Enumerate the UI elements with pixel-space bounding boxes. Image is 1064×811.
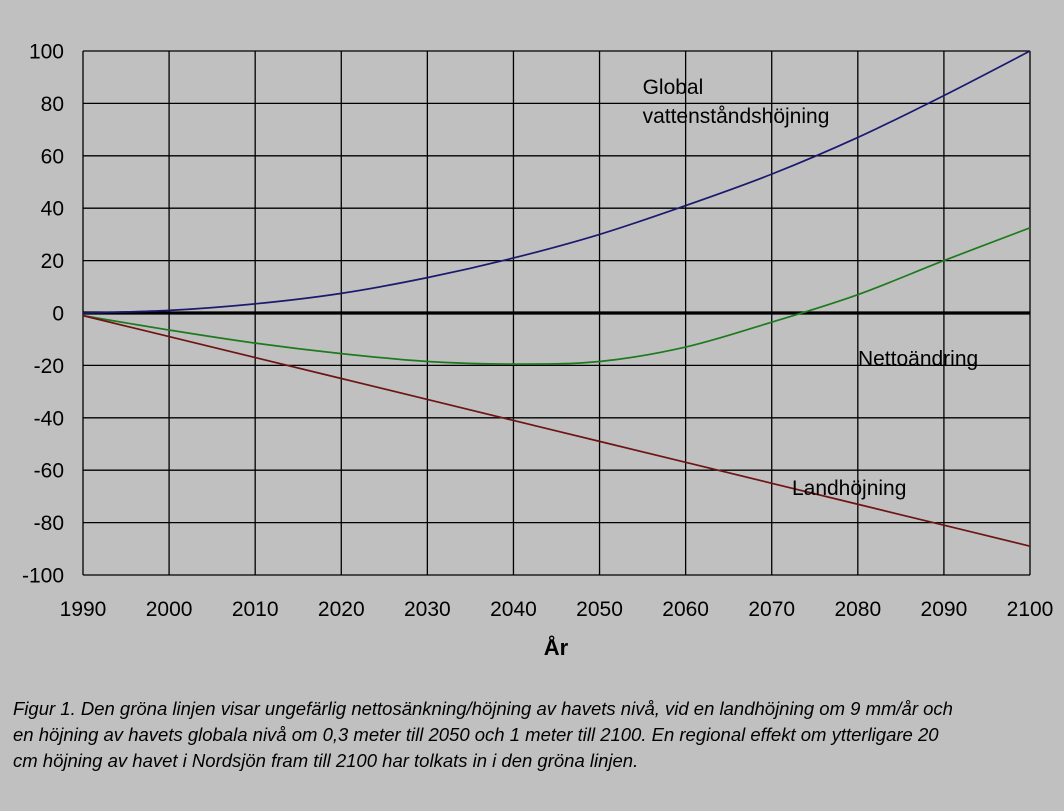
x-tick-label: 1990: [60, 598, 107, 621]
x-axis-ticks: 1990 2000 2010 2020 2030 2040 2050 2060 2070 2080…: [60, 598, 1054, 621]
figure-caption: Figur 1. Den gröna linjen visar ungefärl…: [13, 698, 953, 771]
y-tick-label: 80: [41, 93, 64, 116]
x-tick-label: 2020: [318, 598, 365, 621]
x-axis-label: År: [544, 634, 569, 660]
series-lines: [82, 50, 1031, 548]
y-tick-label: 100: [29, 41, 64, 64]
y-tick-label: 20: [41, 250, 64, 273]
y-tick-label: -100: [22, 565, 64, 588]
annotation-line: vattenståndshöjning: [643, 105, 830, 128]
x-tick-label: 2080: [834, 598, 881, 621]
x-tick-label: 2030: [404, 598, 451, 621]
annotation-1: Nettoändring: [858, 347, 978, 370]
y-tick-label: 0: [52, 303, 64, 326]
line-chart: 100 80 60 40 20 0 -20 -40 -60 -80 -100 1990 2000 201…: [22, 41, 1054, 661]
y-axis-ticks: 100 80 60 40 20 0 -20 -40 -60 -80 -100: [22, 41, 64, 588]
y-tick-label: -80: [34, 512, 64, 535]
y-tick-label: 60: [41, 145, 64, 168]
series-line-1: [82, 227, 1031, 365]
y-tick-label: -20: [34, 355, 64, 378]
x-tick-label: 2060: [662, 598, 709, 621]
series-line-0: [82, 50, 1031, 314]
x-tick-label: 2100: [1007, 598, 1054, 621]
series-annotations: Global vattenståndshöjning Nettoändring Lan…: [643, 76, 979, 500]
series-line-2: [82, 314, 1031, 548]
annotation-0: Global vattenståndshöjning: [643, 76, 830, 128]
x-tick-label: 2050: [576, 598, 623, 621]
y-tick-label: 40: [41, 198, 64, 221]
y-tick-label: -40: [34, 407, 64, 430]
annotation-line: Landhöjning: [792, 477, 906, 500]
annotation-2: Landhöjning: [792, 477, 906, 500]
y-tick-label: -60: [34, 460, 64, 483]
x-tick-label: 2040: [490, 598, 537, 621]
x-tick-label: 2090: [921, 598, 968, 621]
annotation-line: Global: [643, 76, 704, 99]
x-tick-label: 2000: [146, 598, 193, 621]
x-tick-label: 2010: [232, 598, 279, 621]
annotation-line: Nettoändring: [858, 347, 978, 370]
x-tick-label: 2070: [748, 598, 795, 621]
